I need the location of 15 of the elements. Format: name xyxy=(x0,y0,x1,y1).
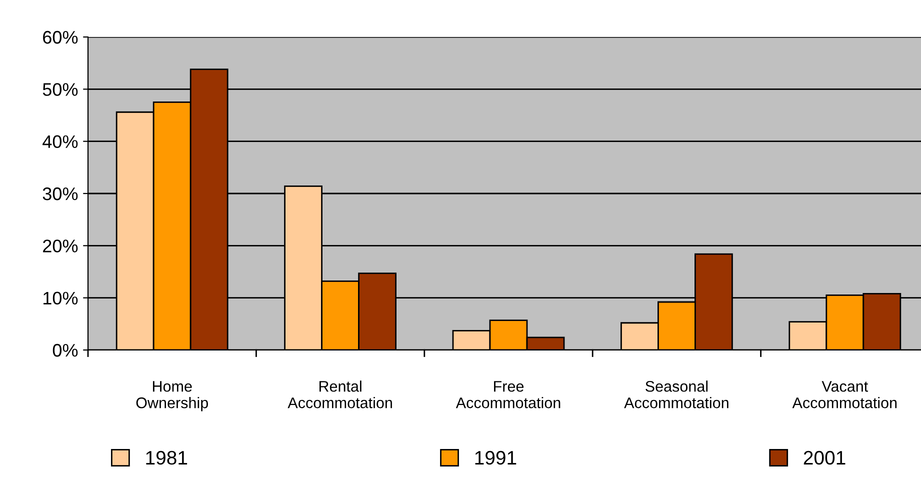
y-tick-label: 30% xyxy=(42,187,78,200)
y-tick-label: 0% xyxy=(52,344,78,357)
x-tick-label: Free Accommotation xyxy=(456,381,560,408)
legend-label: 1991 xyxy=(475,450,516,465)
legend-label: 2001 xyxy=(804,450,846,465)
y-tick-label: 40% xyxy=(42,135,78,148)
y-tick-label: 10% xyxy=(44,292,78,305)
x-tick-label: Seasonal Accommotation xyxy=(624,380,728,408)
y-tick-label: 60% xyxy=(43,30,78,44)
x-tick-label: Vacant Accommotation xyxy=(792,381,897,408)
legend-label: 1981 xyxy=(146,450,188,465)
x-tick-label: Home Ownership xyxy=(136,381,208,412)
x-tick-label: Rental Accommotation xyxy=(288,380,392,408)
y-tick-label: 50% xyxy=(42,83,78,96)
y-tick-label: 20% xyxy=(43,240,78,252)
